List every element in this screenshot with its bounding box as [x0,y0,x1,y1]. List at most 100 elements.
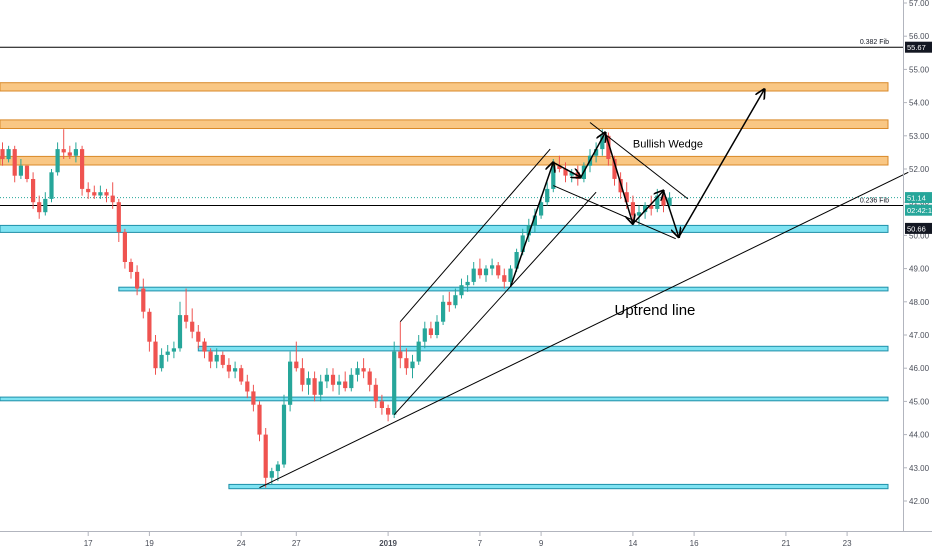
candle-body [343,381,348,389]
projection-arrow-path-1 [509,162,554,288]
x-tick-label: 7 [478,539,483,548]
candle [386,404,391,422]
candle [6,145,11,163]
candle [324,368,329,389]
support-zone-7 [228,483,889,490]
candle-body [655,195,660,209]
candle [483,265,489,282]
candle [263,428,268,488]
candle-body [465,281,470,286]
candle-body [208,351,213,362]
price-badge-0: 55.67 [905,41,932,53]
candle [110,182,115,209]
candle-body [355,368,360,375]
candle [404,348,409,375]
candle-body [434,321,440,335]
candle-body [55,149,60,173]
candle-body [398,351,403,359]
candle-body [171,348,176,352]
candle-body [477,268,482,276]
candle [392,341,397,418]
y-tick-label: 44.00 [909,431,930,440]
candle [104,188,109,203]
candle [532,208,537,233]
candle-body [490,265,495,269]
candle-body [643,205,648,213]
trend-line-channel-lower [393,191,597,416]
candle [288,351,293,412]
candle [563,162,568,183]
projection-arrow-path-3 [580,133,606,178]
candle-body [263,434,268,478]
candle-body [379,401,384,408]
candle-body [496,265,501,276]
candle-body [190,321,195,332]
candle-body [539,202,544,216]
candle [177,301,183,352]
y-tick-label: 42.00 [909,497,930,506]
support-zone-6 [0,396,889,402]
y-tick-label: 55.00 [909,65,930,74]
candle-body [453,295,458,306]
candle [459,278,464,299]
candle [447,291,452,312]
candle-body [532,215,537,226]
candle [0,142,5,166]
candle-body [667,197,672,206]
candle-body [502,275,507,282]
candle [453,288,458,309]
candle-body [410,361,415,369]
candle [196,325,201,349]
projection-arrow-path-7 [678,89,765,238]
candle [275,461,280,482]
candle-body [441,301,446,322]
candle [141,278,146,319]
candle [312,371,317,402]
candle [122,228,127,269]
candle-body [122,232,127,262]
candle [300,358,305,392]
candle-body [483,268,489,276]
y-tick-label: 57.00 [909,0,930,8]
y-tick-label: 50.00 [909,231,930,240]
trend-lines [259,89,909,489]
fib-label-0: 0.382 Fib [860,39,889,46]
y-tick-label: 47.00 [909,331,930,340]
candle-body [404,358,409,369]
candle-body [324,374,329,382]
support-zone-3 [0,224,889,233]
candle-body [551,165,556,189]
trend-line-channel-upper [399,148,551,323]
candle-body [361,368,366,372]
x-axis[interactable]: 17 19 24 27 2019 7 9 14 16 21 23 [84,532,852,548]
candle [18,159,23,179]
price-badges: 55.67 51.14 02:42:11 50.66 [905,41,932,234]
candle [233,361,238,379]
candle-body [594,149,599,156]
candle-body [220,354,225,365]
y-tick-label: 54.00 [909,99,930,108]
candle [80,145,85,196]
candle [337,374,342,395]
candle [330,368,336,392]
candle [496,262,501,279]
fib-label-1: 0.236 Fib [860,198,889,205]
candle [594,142,599,163]
resistance-zone-2 [0,155,889,166]
candle [667,192,672,209]
candle-body [159,354,164,369]
candle [306,371,311,395]
projection-arrow-path-5 [632,191,664,225]
candle [202,338,207,359]
price-badge-bg [905,204,932,216]
candle [355,361,360,382]
candle [214,348,219,369]
candle [73,142,78,163]
candle-body [257,404,262,435]
candle-body [73,149,78,156]
candle-body [514,252,519,269]
candle-body [141,288,146,312]
candle [12,145,17,183]
candle-body [416,341,421,362]
candle [116,198,121,242]
